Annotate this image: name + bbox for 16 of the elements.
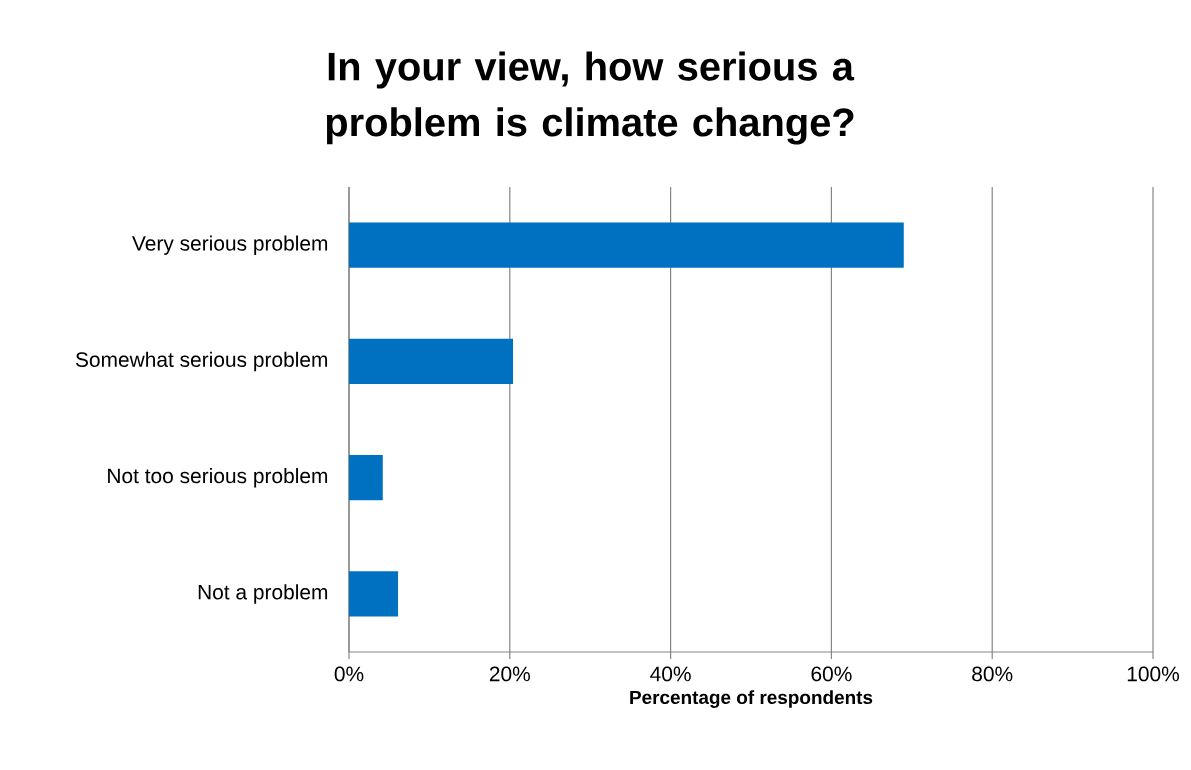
y-tick-label: Very serious problem	[132, 235, 328, 255]
chart-title: In your view, how serious a problem is climate change?	[326, 51, 855, 145]
x-tick-label: 100%	[1127, 666, 1180, 682]
x-tick-label: 20%	[489, 666, 530, 682]
x-tick-label: 80%	[972, 666, 1013, 682]
x-tick-label: 60%	[811, 666, 852, 682]
x-tick-label: 0%	[334, 666, 364, 682]
bar	[349, 454, 383, 501]
y-tick-label: Not too serious problem	[108, 467, 328, 488]
x-tick-label: 40%	[650, 666, 691, 682]
y-tick-label: Not a problem	[198, 584, 328, 604]
bar	[349, 222, 904, 268]
bar	[349, 338, 514, 385]
x-axis-title: Percentage of respondents	[630, 690, 873, 708]
bar	[349, 571, 399, 617]
y-tick-label: Somewhat serious problem	[75, 351, 328, 372]
